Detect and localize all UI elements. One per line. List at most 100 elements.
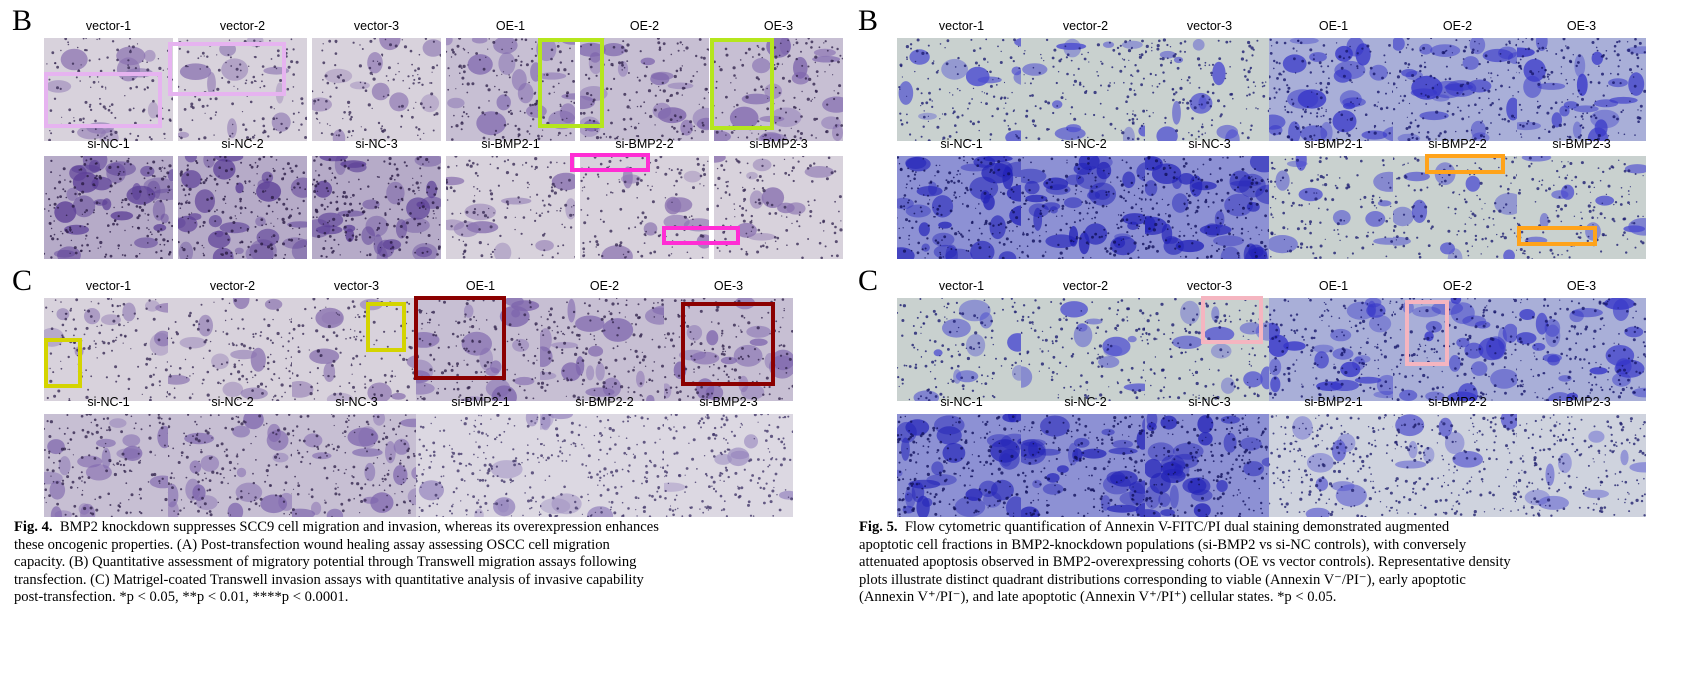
figure-caption: Fig. 5. Flow cytometric quantification o… (859, 519, 1697, 607)
micrograph-cell: vector-1 (44, 278, 173, 403)
micrograph-cell: si-BMP2-1 (446, 136, 575, 261)
micrograph (897, 38, 1026, 141)
micrograph-texture (168, 298, 297, 401)
sample-label: OE-1 (495, 19, 526, 33)
micrograph-texture (178, 156, 307, 259)
sample-label: si-BMP2-1 (481, 137, 540, 151)
micrograph-cell: vector-1 (897, 18, 1026, 143)
micrograph-cell: si-BMP2-1 (1269, 136, 1398, 261)
panel-c-top-row: vector-1 vector-2 vector-3 OE-1 OE-2 OE-… (897, 278, 1697, 403)
sample-label: si-BMP2-1 (1304, 395, 1363, 409)
micrograph (897, 414, 1026, 517)
micrograph-cell: si-NC-3 (1145, 394, 1274, 519)
highlight-box (414, 296, 506, 380)
highlight-box (538, 38, 604, 128)
micrograph (1393, 298, 1522, 401)
highlight-box (662, 226, 740, 245)
micrograph-cell: si-BMP2-3 (1517, 394, 1646, 519)
caption-line: attenuated apoptosis observed in BMP2-ov… (859, 554, 1511, 570)
micrograph (1021, 298, 1150, 401)
micrograph-cell: vector-2 (1021, 278, 1150, 403)
micrograph-texture (1517, 414, 1646, 517)
micrograph (292, 414, 421, 517)
sample-label: si-NC-1 (940, 137, 983, 151)
micrograph-cell: OE-1 (1269, 278, 1398, 403)
micrograph-cell: OE-2 (1393, 18, 1522, 143)
micrograph-texture (446, 38, 575, 141)
sample-label: si-NC-1 (87, 137, 130, 151)
micrograph-texture (714, 38, 843, 141)
highlight-box (1425, 154, 1505, 174)
micrograph-texture (168, 414, 297, 517)
sample-label: OE-2 (1442, 279, 1473, 293)
panel-b-bottom-row: si-NC-1 si-NC-2 si-NC-3 si-BMP2-1 si-BMP… (44, 136, 844, 261)
sample-label: OE-2 (589, 279, 620, 293)
micrograph-texture (1393, 414, 1522, 517)
micrograph (446, 38, 575, 141)
micrograph-cell: si-NC-3 (1145, 136, 1274, 261)
micrograph (1269, 38, 1398, 141)
micrograph (1269, 298, 1398, 401)
micrograph-texture (1021, 298, 1150, 401)
micrograph (1269, 414, 1398, 517)
panel-letter-c: C (858, 264, 879, 297)
micrograph-texture (1517, 156, 1646, 259)
caption-line: apoptotic cell fractions in BMP2-knockdo… (859, 536, 1467, 553)
micrograph-cell: si-NC-1 (44, 394, 173, 519)
highlight-box (681, 302, 775, 386)
micrograph-cell: si-BMP2-2 (540, 394, 669, 519)
sample-label: OE-3 (763, 19, 794, 33)
micrograph-cell: si-NC-1 (44, 136, 173, 261)
sample-label: vector-3 (1186, 279, 1233, 293)
micrograph-cell: vector-1 (897, 278, 1026, 403)
micrograph (168, 298, 297, 401)
panel-c-grid: vector-1 vector-2 vector-3 OE-1 OE-2 OE-… (897, 278, 1697, 517)
micrograph (416, 414, 545, 517)
sample-label: vector-1 (938, 279, 985, 293)
highlight-box (1201, 296, 1263, 344)
micrograph (664, 414, 793, 517)
micrograph-cell: si-NC-2 (1021, 136, 1150, 261)
sample-label: OE-2 (1442, 19, 1473, 33)
caption-line: plots illustrate distinct quadrant distr… (859, 571, 1466, 588)
panel-c-bottom-row: si-NC-1 si-NC-2 si-NC-3 si-BMP2-1 si-BMP… (897, 394, 1697, 519)
micrograph-texture (292, 414, 421, 517)
micrograph-texture (416, 414, 545, 517)
micrograph-texture (1393, 298, 1522, 401)
micrograph-cell: si-NC-3 (292, 394, 421, 519)
figure-4: B vector-1 vector-2 vector-3 OE-1 OE-2 O… (12, 4, 844, 605)
micrograph-cell: si-NC-3 (312, 136, 441, 261)
micrograph-cell: OE-3 (1517, 18, 1646, 143)
micrograph-texture (540, 414, 669, 517)
caption-line: these oncogenic properties. (A) Post-tra… (14, 536, 610, 553)
micrograph (1021, 38, 1150, 141)
figure-number: Fig. 4. (14, 519, 53, 535)
sample-label: vector-1 (85, 19, 132, 33)
micrograph-cell: vector-3 (1145, 18, 1274, 143)
panel-letter-b: B (12, 4, 33, 37)
micrograph-cell: si-NC-2 (178, 136, 307, 261)
sample-label: vector-3 (353, 19, 400, 33)
micrograph (1021, 156, 1150, 259)
sample-label: vector-2 (209, 279, 256, 293)
micrograph-texture (714, 156, 843, 259)
micrograph-texture (446, 156, 575, 259)
micrograph-texture (1145, 156, 1274, 259)
sample-label: vector-2 (1062, 279, 1109, 293)
micrograph (897, 156, 1026, 259)
micrograph (714, 38, 843, 141)
sample-label: vector-2 (1062, 19, 1109, 33)
micrograph-cell: OE-1 (446, 18, 575, 143)
micrograph (178, 156, 307, 259)
sample-label: OE-3 (713, 279, 744, 293)
highlight-box (710, 38, 774, 130)
micrograph (1145, 38, 1274, 141)
micrograph (1393, 38, 1522, 141)
sample-label: OE-1 (465, 279, 496, 293)
micrograph (1517, 38, 1646, 141)
sample-label: si-NC-2 (211, 395, 254, 409)
micrograph-cell: OE-2 (1393, 278, 1522, 403)
micrograph-cell: vector-3 (312, 18, 441, 143)
caption-text: Flow cytometric quantification of Annexi… (904, 519, 1450, 535)
micrograph-cell: OE-1 (416, 278, 545, 403)
